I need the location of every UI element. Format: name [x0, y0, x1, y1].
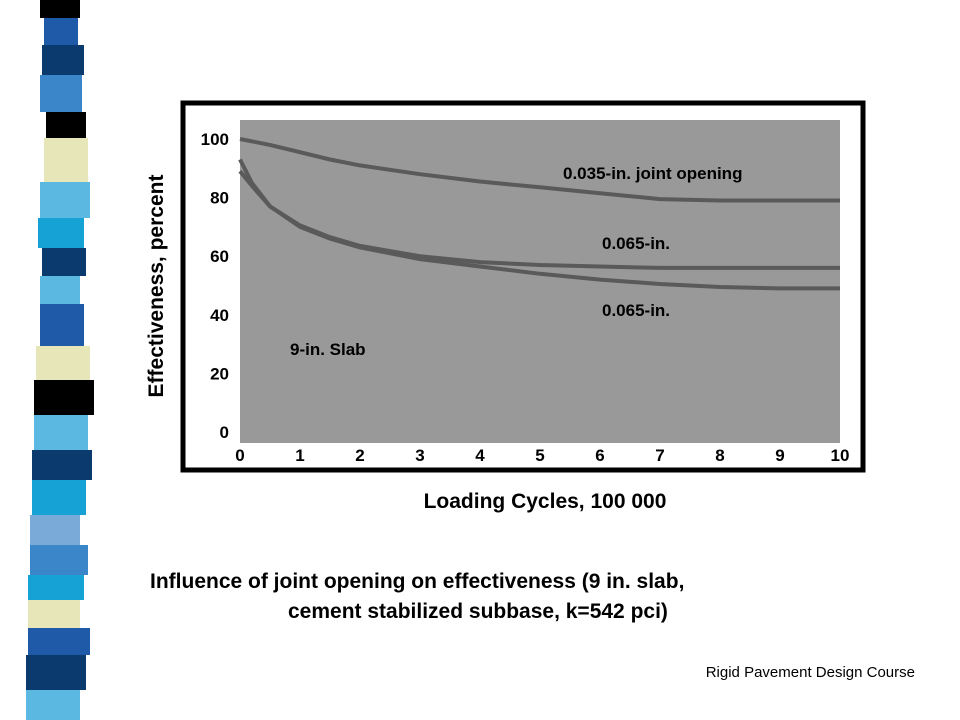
x-tick-label: 9 [775, 446, 784, 465]
caption-line-1: Influence of joint opening on effectiven… [150, 570, 684, 593]
y-tick-label: 20 [210, 364, 229, 383]
figure-caption: Influence of joint opening on effectiven… [150, 567, 880, 627]
y-axis-title: Effectiveness, percent [145, 175, 168, 398]
x-tick-label: 10 [831, 446, 850, 465]
annotation-0035-joint-opening: 0.035-in. joint opening [563, 164, 742, 183]
y-tick-label: 40 [210, 306, 229, 325]
annotation-0065-upper: 0.065-in. [602, 234, 670, 253]
x-tick-label: 5 [535, 446, 544, 465]
x-axis-title: Loading Cycles, 100 000 [424, 490, 667, 513]
footer-course-title: Rigid Pavement Design Course [706, 664, 915, 681]
x-tick-label: 4 [475, 446, 485, 465]
x-tick-label: 2 [355, 446, 364, 465]
x-tick-label: 8 [715, 446, 724, 465]
y-tick-label: 80 [210, 189, 229, 208]
plot-area [240, 120, 840, 443]
x-tick-label: 6 [595, 446, 604, 465]
annotation-0065-lower: 0.065-in. [602, 301, 670, 320]
x-tick-label: 0 [235, 446, 244, 465]
caption-line-2: cement stabilized subbase, k=542 pci) [150, 597, 880, 627]
x-tick-label: 1 [295, 446, 304, 465]
y-tick-label: 0 [220, 423, 229, 442]
x-tick-label: 7 [655, 446, 664, 465]
x-tick-label: 3 [415, 446, 424, 465]
y-tick-label: 60 [210, 247, 229, 266]
annotation-9in-slab: 9-in. Slab [290, 340, 366, 359]
y-tick-label: 100 [201, 130, 229, 149]
